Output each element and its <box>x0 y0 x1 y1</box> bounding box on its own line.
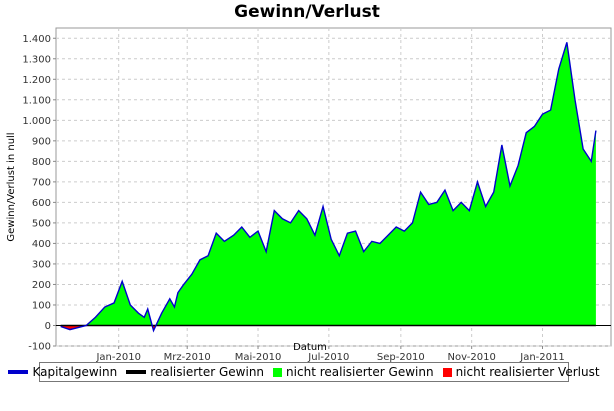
x-tick-label: Jan-2010 <box>95 352 140 363</box>
legend-item-nicht-realisierter-gewinn: nicht realisierter Gewinn <box>273 365 434 379</box>
legend-swatch-green-box <box>273 367 283 377</box>
y-tick-label: 100 <box>32 300 51 311</box>
data-areas <box>60 42 596 331</box>
legend-label: nicht realisierter Verlust <box>455 365 600 379</box>
y-tick-label: 1.200 <box>22 75 51 86</box>
y-tick-label: 0 <box>45 321 51 332</box>
legend-swatch-blue-line <box>8 370 29 374</box>
chart-title: Gewinn/Verlust <box>234 2 380 22</box>
legend-swatch-red-box <box>442 367 452 377</box>
legend-label: realisierter Gewinn <box>150 365 265 379</box>
y-axis-label: Gewinn/Verlust in null <box>6 132 17 241</box>
x-tick-label: Jan-2011 <box>519 352 564 363</box>
legend-item-nicht-realisierter-verlust: nicht realisierter Verlust <box>442 365 600 379</box>
x-tick-label: Jul-2010 <box>307 352 349 363</box>
legend: Kapitalgewinn realisierter Gewinn nicht … <box>8 362 600 382</box>
y-tick-label: 600 <box>32 198 51 209</box>
area-nicht-realisierter-gewinn <box>86 42 596 326</box>
y-tick-label: 700 <box>32 177 51 188</box>
y-tick-label: 200 <box>32 280 51 291</box>
legend-item-kapitalgewinn: Kapitalgewinn <box>8 365 117 379</box>
y-tick-label: 800 <box>32 157 51 168</box>
x-axis-label: Datum <box>293 342 327 353</box>
data-lines <box>60 42 597 333</box>
x-tick-labels: Jan-2010 Mrz-2010 Mai-2010 Jul-2010 Sep-2010… <box>95 346 565 363</box>
y-tick-label: 900 <box>32 136 51 147</box>
line-kapitalgewinn <box>60 42 597 333</box>
y-tick-label: 400 <box>32 239 51 250</box>
x-tick-label: Nov-2010 <box>448 352 496 363</box>
y-tick-labels: -100 0 100 200 300 400 500 600 700 800 900 1.000 1.1… <box>22 34 56 353</box>
x-tick-label: Mai-2010 <box>235 352 282 363</box>
legend-item-realisierter-gewinn: realisierter Gewinn <box>126 365 264 379</box>
legend-swatch-black-line <box>126 370 147 374</box>
y-tick-label: 1.000 <box>22 116 51 127</box>
legend-label: Kapitalgewinn <box>32 365 118 379</box>
y-tick-label: 300 <box>32 259 51 270</box>
x-tick-label: Mrz-2010 <box>164 352 211 363</box>
x-tick-label: Sep-2010 <box>377 352 425 363</box>
y-tick-label: 1.100 <box>22 95 51 106</box>
y-tick-label: 500 <box>32 218 51 229</box>
y-tick-label: 1.300 <box>22 54 51 65</box>
y-tick-label: 1.400 <box>22 34 51 45</box>
legend-label: nicht realisierter Gewinn <box>286 365 434 379</box>
y-tick-label: -100 <box>28 342 51 353</box>
